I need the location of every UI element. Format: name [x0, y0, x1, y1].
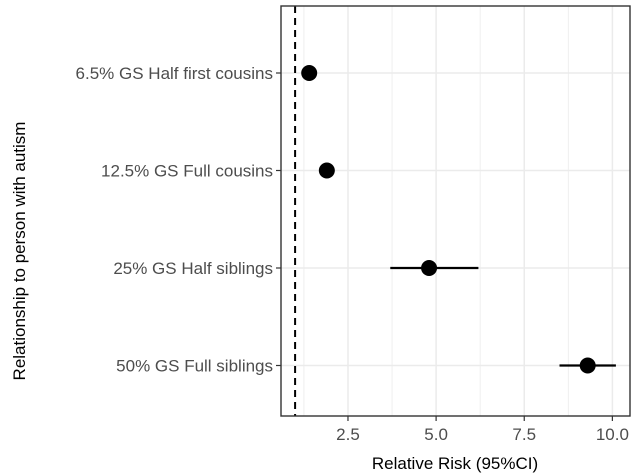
estimate-point [421, 260, 438, 276]
estimate-point [318, 162, 335, 179]
y-category-label: 50% GS Full siblings [116, 357, 273, 376]
x-tick-label: 5.0 [424, 425, 448, 444]
x-axis-title: Relative Risk (95%CI) [372, 454, 538, 473]
estimate-point [579, 357, 596, 374]
axis-layer: 2.5 5.0 7.5 10.0 6.5% GS Half first cousins 1… [76, 64, 629, 444]
grid-layer [281, 6, 630, 416]
y-category-label: 12.5% GS Full cousins [101, 162, 273, 181]
x-tick-label: 10.0 [596, 425, 629, 444]
y-category-label: 6.5% GS Half first cousins [76, 64, 273, 83]
panel-border [280, 5, 631, 417]
estimate-point [301, 65, 318, 81]
x-tick-label: 2.5 [336, 425, 360, 444]
x-tick-label: 7.5 [512, 425, 536, 444]
data-layer [301, 65, 616, 374]
y-axis-title: Relationship to person with autism [10, 122, 29, 381]
y-category-label: 25% GS Half siblings [113, 259, 273, 278]
